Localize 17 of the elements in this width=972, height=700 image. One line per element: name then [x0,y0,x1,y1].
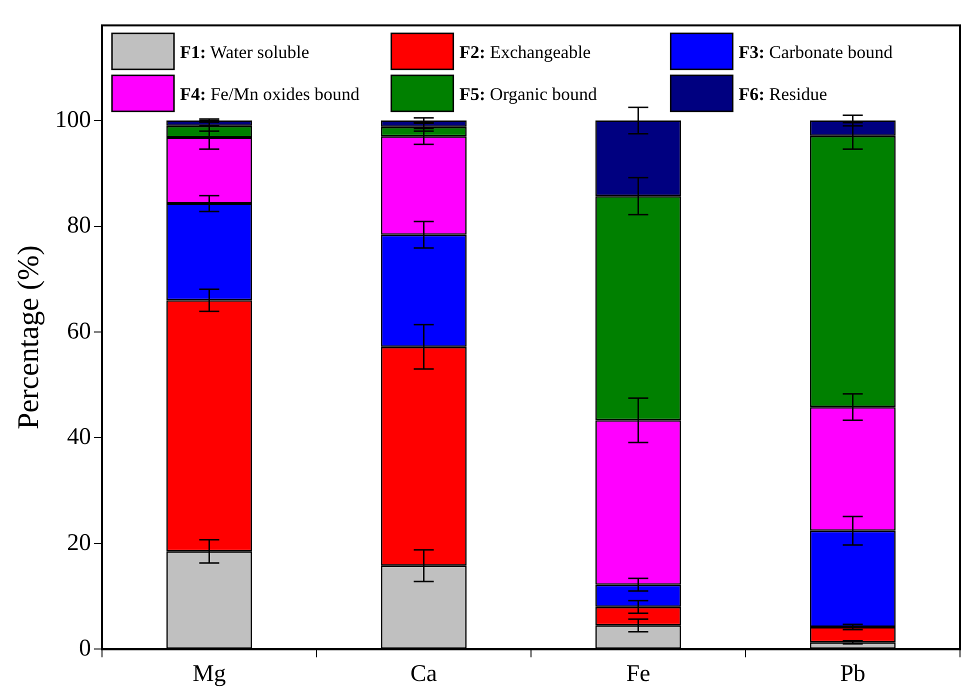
legend-label: F4: Fe/Mn oxides bound [180,84,360,104]
x-tick-label: Pb [840,660,866,687]
x-tick-label: Fe [626,660,650,687]
y-tick-label: 0 [79,635,91,662]
x-tick-label: Mg [192,660,226,687]
legend-label: F2: Exchangeable [459,42,591,62]
y-tick-label: 80 [67,212,91,239]
y-tick-label: 40 [67,424,91,450]
x-tick-label: Ca [410,660,438,687]
legend-label: F6: Residue [738,84,828,104]
y-tick-label: 100 [55,106,91,133]
legend-label: F5: Organic bound [459,84,597,104]
y-axis-title: Percentage (%) [12,245,45,430]
y-tick-label: 20 [67,530,91,556]
legend-label: F1: Water soluble [180,42,310,62]
y-tick-label: 60 [67,318,91,344]
legend-label: F3: Carbonate bound [738,42,893,62]
